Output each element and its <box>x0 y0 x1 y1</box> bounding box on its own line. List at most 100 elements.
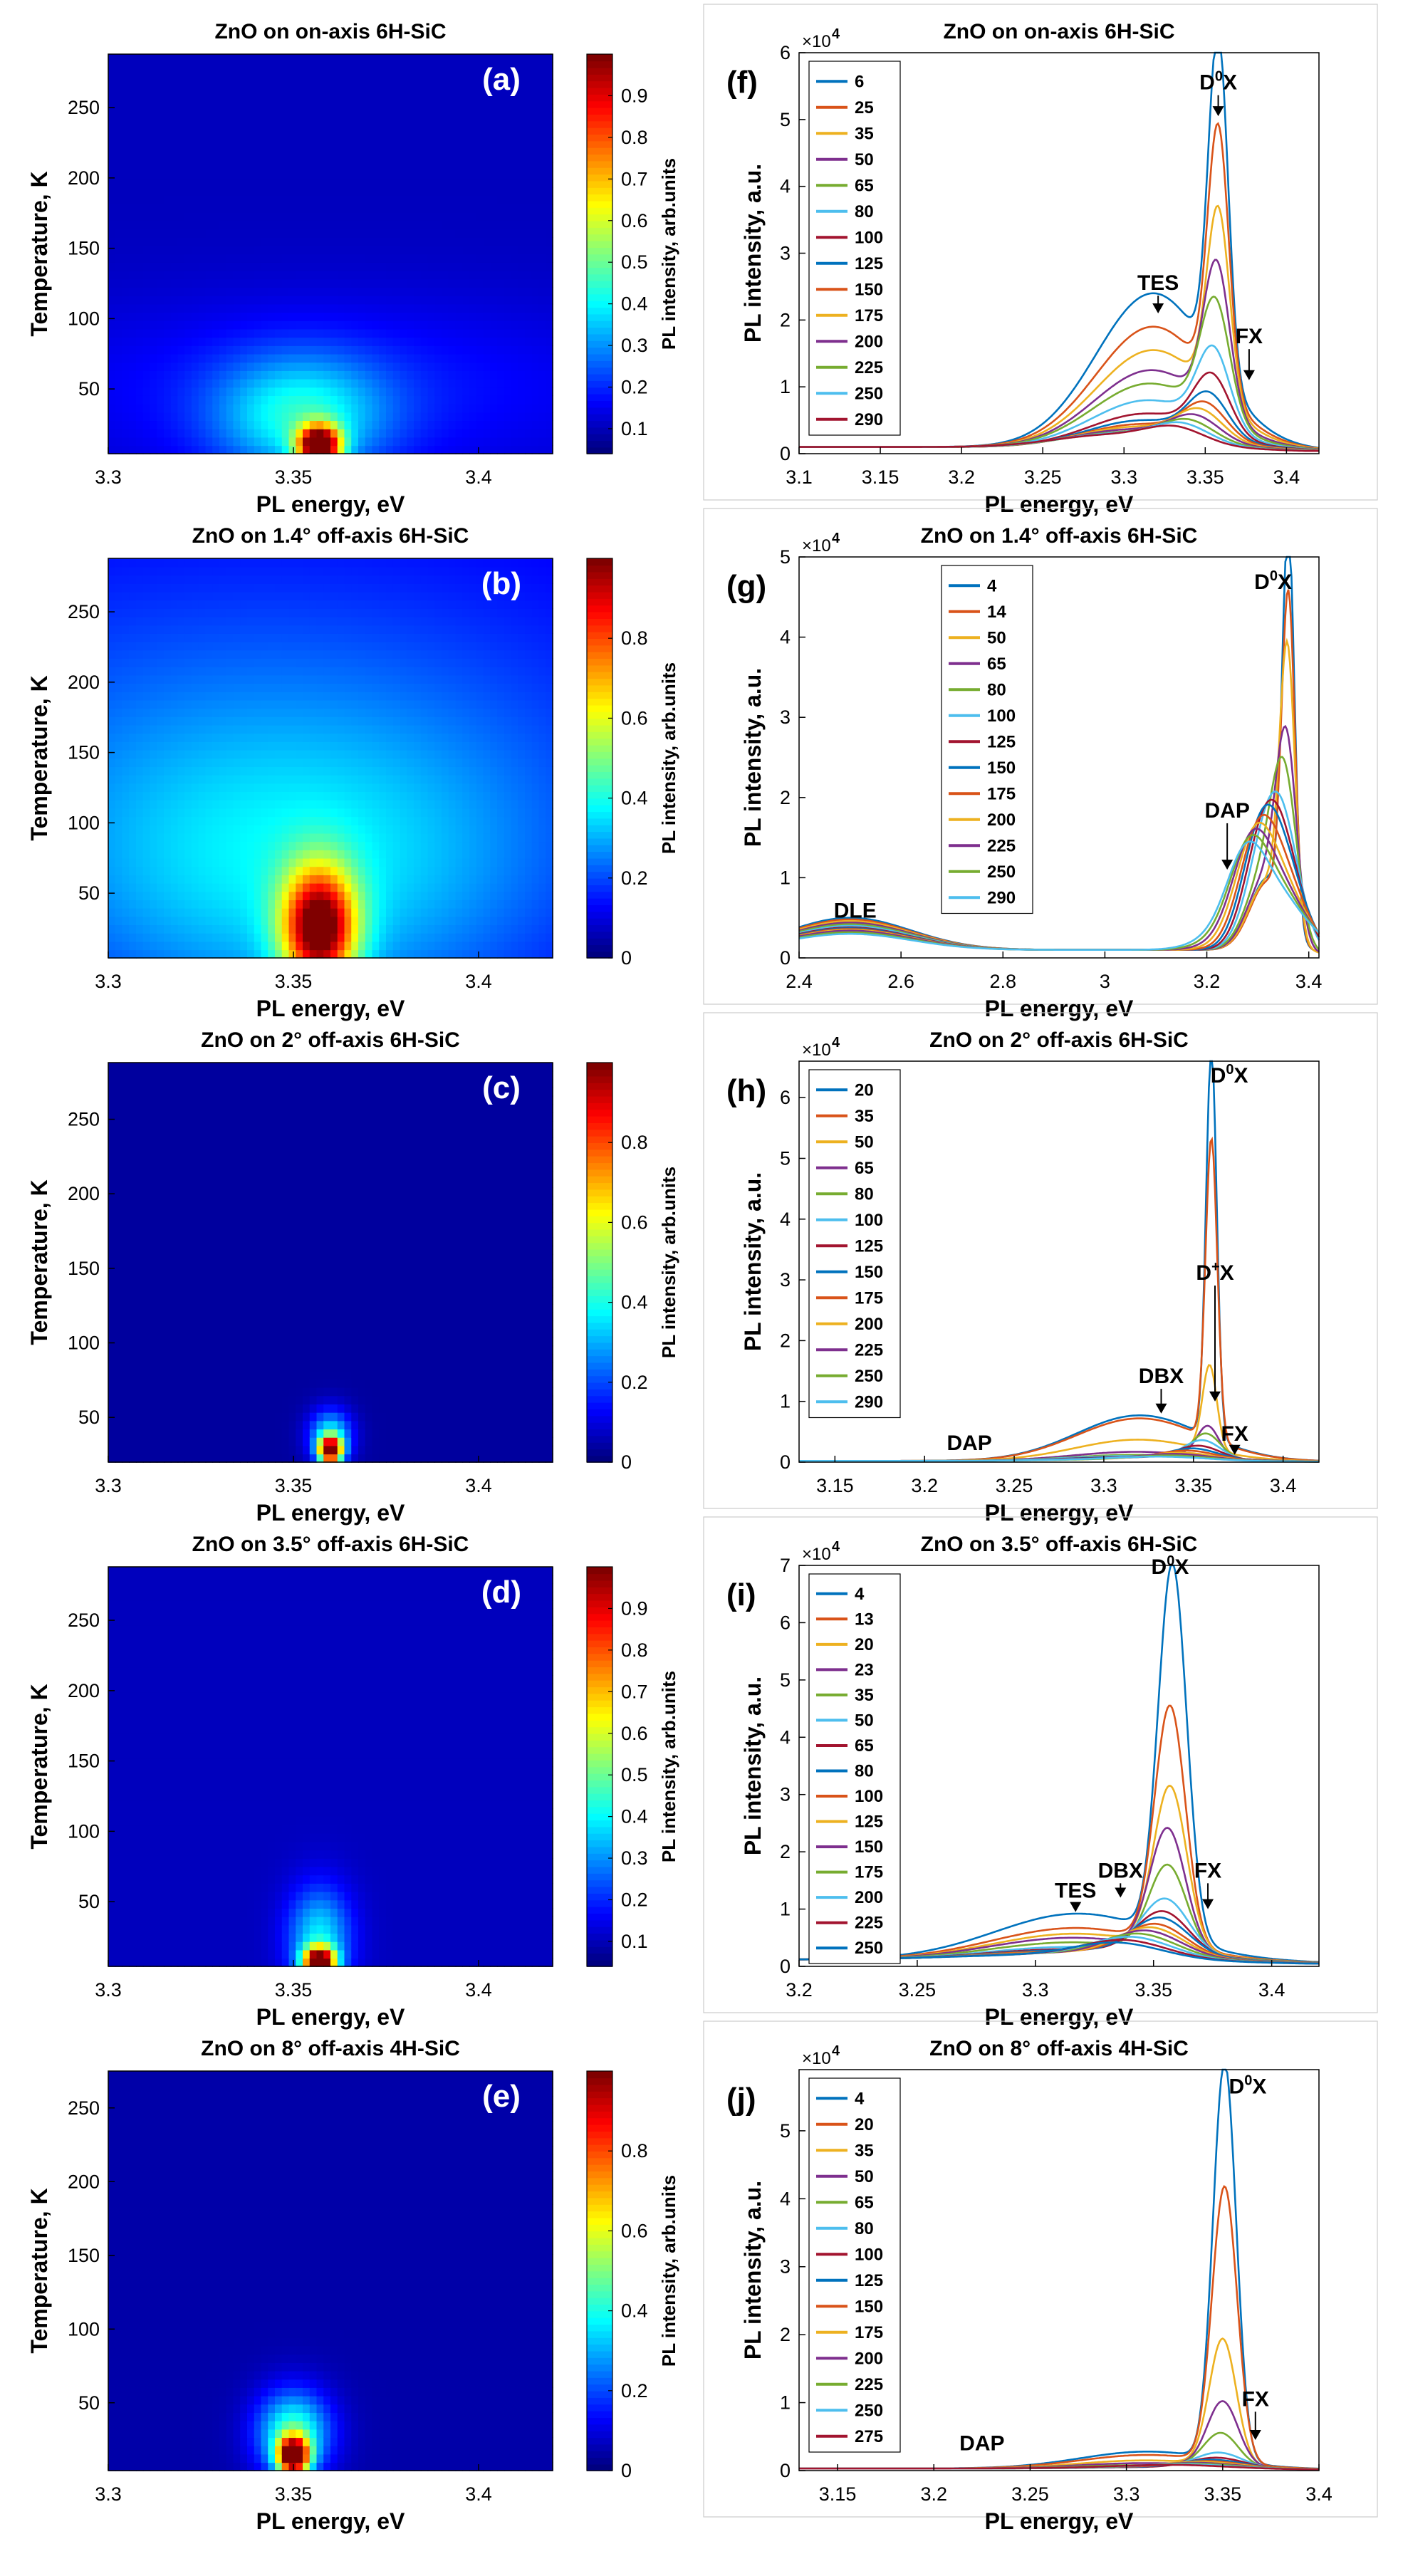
heat-cell <box>323 608 331 617</box>
heat-cell <box>351 295 359 305</box>
heat-cell <box>198 129 207 138</box>
heat-cell <box>281 875 290 884</box>
heat-cell <box>330 370 338 380</box>
heat-cell <box>392 287 401 296</box>
heat-cell <box>288 187 297 197</box>
heat-cell <box>184 749 192 759</box>
heat-cell <box>254 741 262 751</box>
heat-cell <box>546 62 553 72</box>
heat-cell <box>233 774 241 784</box>
heat-cell <box>275 437 283 447</box>
heat-cell <box>212 170 220 180</box>
heat-cell <box>212 278 220 288</box>
heat-cell <box>504 62 512 72</box>
heat-cell <box>212 337 220 346</box>
heat-cell <box>296 941 303 951</box>
heat-cell <box>379 212 387 221</box>
heat-cell <box>275 866 283 875</box>
heat-cell <box>184 674 192 684</box>
heat-cell <box>268 941 276 951</box>
heat-cell <box>316 674 325 684</box>
heat-cell <box>170 866 179 875</box>
heat-cell <box>309 857 318 867</box>
heat-cell <box>288 320 297 330</box>
heat-cell <box>358 87 366 97</box>
heat-cell <box>407 87 414 97</box>
heat-cell <box>448 79 457 88</box>
heat-cell <box>205 370 214 380</box>
heat-cell <box>392 403 401 413</box>
heat-cell <box>344 774 353 784</box>
heat-cell <box>122 403 130 413</box>
heat-cell <box>115 295 123 305</box>
heat-cell <box>316 766 325 776</box>
heat-cell <box>365 437 373 447</box>
heat-cell <box>434 420 442 429</box>
heat-cell <box>233 362 241 371</box>
heat-cell <box>288 237 297 246</box>
heat-cell <box>261 733 269 742</box>
heat-cell <box>407 162 414 172</box>
heat-cell <box>448 237 457 246</box>
heat-cell <box>316 857 325 867</box>
heat-cell <box>309 749 318 759</box>
heat-cell <box>518 295 526 305</box>
heat-cell <box>288 129 297 138</box>
heat-cell <box>205 387 214 396</box>
heat-cell <box>525 212 533 221</box>
heat-cell <box>386 170 394 180</box>
heat-cell <box>296 666 303 676</box>
heat-cell <box>240 278 248 288</box>
heat-cell <box>268 766 276 776</box>
heat-cell <box>261 412 269 422</box>
heat-cell <box>108 170 116 180</box>
heat-cell <box>546 170 553 180</box>
heat-cell <box>303 716 311 726</box>
heat-cell <box>303 337 311 346</box>
heat-cell <box>268 312 276 321</box>
heat-cell <box>420 254 429 263</box>
heat-cell <box>150 650 158 659</box>
heat-cell <box>254 262 262 271</box>
heat-cell <box>372 170 380 180</box>
heat-cell <box>170 362 179 371</box>
heat-cell <box>379 154 387 163</box>
heat-cell <box>129 866 137 875</box>
heat-cell <box>407 220 414 230</box>
heat-cell <box>323 825 331 834</box>
heat-cell <box>226 320 234 330</box>
colorbar-step <box>587 400 612 408</box>
heat-cell <box>365 95 373 105</box>
heat-cell <box>164 841 172 850</box>
heat-cell <box>490 295 498 305</box>
heat-cell <box>157 403 165 413</box>
heat-cell <box>157 428 165 438</box>
heat-cell <box>365 941 373 951</box>
heat-cell <box>281 312 290 321</box>
heat-cell <box>469 412 477 422</box>
heat-cell <box>150 724 158 734</box>
heat-cell <box>504 403 512 413</box>
heat-cell <box>462 337 470 346</box>
heat-cell <box>462 328 470 338</box>
heat-cell <box>462 387 470 396</box>
heat-cell <box>518 262 526 271</box>
heat-cell <box>448 337 457 346</box>
heat-cell <box>288 716 297 726</box>
heat-cell <box>330 882 338 892</box>
heat-cell <box>157 145 165 155</box>
heat-cell <box>323 791 331 801</box>
heat-cell <box>546 387 553 396</box>
heat-cell <box>337 766 345 776</box>
heat-cell <box>372 137 380 147</box>
heat-cell <box>177 154 186 163</box>
heat-cell <box>414 320 422 330</box>
heat-cell <box>150 220 158 230</box>
heat-cell <box>365 899 373 909</box>
heat-cell <box>219 716 227 726</box>
heat-cell <box>219 137 227 147</box>
heat-cell <box>261 129 269 138</box>
heat-cell <box>372 162 380 172</box>
heat-cell <box>303 658 311 667</box>
